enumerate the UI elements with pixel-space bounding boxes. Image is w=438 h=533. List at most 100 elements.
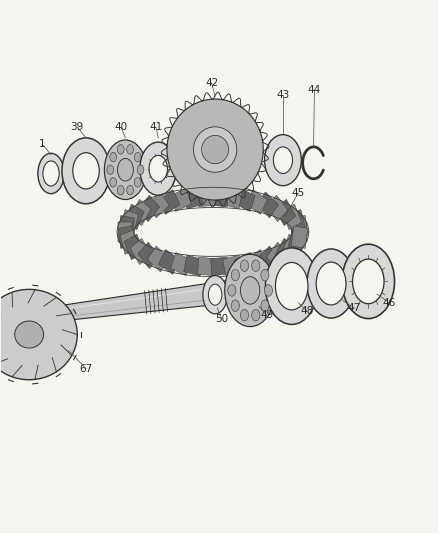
Polygon shape bbox=[287, 209, 305, 234]
Ellipse shape bbox=[202, 276, 227, 314]
Text: 50: 50 bbox=[215, 313, 228, 324]
Text: 47: 47 bbox=[347, 303, 360, 313]
Ellipse shape bbox=[208, 284, 221, 305]
Polygon shape bbox=[170, 188, 191, 212]
Polygon shape bbox=[256, 246, 278, 272]
Polygon shape bbox=[245, 249, 267, 274]
Ellipse shape bbox=[43, 161, 59, 186]
Ellipse shape bbox=[306, 249, 354, 318]
Ellipse shape bbox=[251, 260, 259, 271]
Text: 42: 42 bbox=[205, 78, 218, 88]
Polygon shape bbox=[291, 215, 307, 238]
Ellipse shape bbox=[140, 142, 176, 195]
Text: 48: 48 bbox=[300, 306, 313, 316]
Ellipse shape bbox=[104, 140, 146, 199]
Polygon shape bbox=[293, 222, 307, 242]
Ellipse shape bbox=[137, 165, 144, 174]
Polygon shape bbox=[210, 257, 228, 276]
Ellipse shape bbox=[227, 285, 235, 296]
Ellipse shape bbox=[193, 127, 236, 172]
Ellipse shape bbox=[117, 185, 124, 195]
Polygon shape bbox=[210, 188, 228, 207]
Text: 41: 41 bbox=[149, 122, 162, 132]
Polygon shape bbox=[266, 243, 287, 269]
Text: 39: 39 bbox=[71, 122, 84, 132]
Text: 67: 67 bbox=[79, 364, 92, 374]
Polygon shape bbox=[124, 204, 144, 230]
Polygon shape bbox=[287, 230, 305, 254]
Polygon shape bbox=[138, 243, 159, 269]
Ellipse shape bbox=[134, 152, 141, 162]
Polygon shape bbox=[120, 209, 138, 234]
Polygon shape bbox=[184, 255, 203, 276]
Ellipse shape bbox=[260, 269, 268, 281]
Ellipse shape bbox=[265, 248, 317, 325]
Polygon shape bbox=[281, 204, 301, 230]
Polygon shape bbox=[120, 230, 138, 254]
Polygon shape bbox=[147, 192, 169, 218]
Polygon shape bbox=[274, 238, 295, 264]
Text: 43: 43 bbox=[276, 90, 289, 100]
Polygon shape bbox=[222, 255, 241, 276]
Polygon shape bbox=[130, 199, 151, 225]
Text: 45: 45 bbox=[291, 188, 304, 198]
Ellipse shape bbox=[231, 269, 239, 281]
Ellipse shape bbox=[275, 262, 307, 310]
Polygon shape bbox=[222, 188, 241, 209]
Polygon shape bbox=[184, 188, 203, 209]
Ellipse shape bbox=[315, 262, 345, 305]
Ellipse shape bbox=[149, 156, 167, 182]
Text: 44: 44 bbox=[307, 85, 320, 95]
Ellipse shape bbox=[201, 135, 228, 164]
Ellipse shape bbox=[110, 152, 116, 162]
Polygon shape bbox=[118, 226, 134, 248]
Ellipse shape bbox=[117, 158, 133, 181]
Polygon shape bbox=[158, 190, 180, 214]
Ellipse shape bbox=[240, 277, 259, 304]
Polygon shape bbox=[118, 215, 134, 238]
Ellipse shape bbox=[107, 165, 113, 174]
Polygon shape bbox=[31, 279, 240, 324]
Polygon shape bbox=[281, 234, 301, 260]
Ellipse shape bbox=[224, 254, 275, 327]
Ellipse shape bbox=[240, 309, 248, 321]
Polygon shape bbox=[234, 188, 254, 212]
Polygon shape bbox=[256, 192, 278, 218]
Ellipse shape bbox=[0, 289, 77, 379]
Polygon shape bbox=[124, 234, 144, 260]
Polygon shape bbox=[118, 222, 132, 242]
Text: 49: 49 bbox=[260, 310, 273, 320]
Polygon shape bbox=[234, 253, 254, 276]
Polygon shape bbox=[245, 190, 267, 214]
Ellipse shape bbox=[240, 260, 248, 271]
Text: 46: 46 bbox=[382, 297, 395, 308]
Ellipse shape bbox=[117, 144, 124, 154]
Polygon shape bbox=[158, 249, 180, 274]
Ellipse shape bbox=[166, 99, 263, 200]
Ellipse shape bbox=[127, 144, 133, 154]
Polygon shape bbox=[197, 257, 215, 276]
Polygon shape bbox=[197, 188, 215, 207]
Ellipse shape bbox=[62, 138, 110, 204]
Ellipse shape bbox=[273, 147, 292, 173]
Polygon shape bbox=[130, 238, 151, 264]
Polygon shape bbox=[138, 195, 159, 222]
Ellipse shape bbox=[134, 177, 141, 187]
Text: 40: 40 bbox=[114, 122, 127, 132]
Ellipse shape bbox=[127, 185, 133, 195]
Text: 1: 1 bbox=[39, 139, 46, 149]
Ellipse shape bbox=[352, 259, 383, 304]
Polygon shape bbox=[274, 199, 295, 225]
Ellipse shape bbox=[260, 300, 268, 311]
Polygon shape bbox=[170, 253, 191, 276]
Ellipse shape bbox=[341, 244, 394, 319]
Ellipse shape bbox=[264, 135, 300, 185]
Polygon shape bbox=[147, 246, 169, 272]
Ellipse shape bbox=[251, 309, 259, 321]
Ellipse shape bbox=[264, 285, 272, 296]
Ellipse shape bbox=[73, 152, 99, 189]
Polygon shape bbox=[266, 195, 287, 222]
Ellipse shape bbox=[38, 154, 64, 193]
Polygon shape bbox=[291, 226, 307, 248]
Ellipse shape bbox=[14, 321, 43, 348]
